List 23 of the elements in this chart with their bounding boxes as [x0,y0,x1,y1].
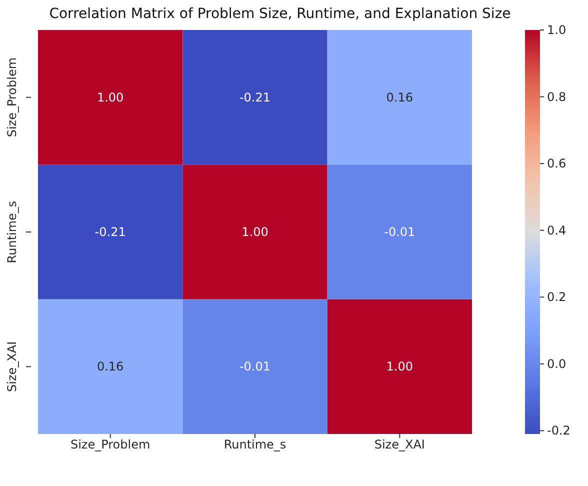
data-label: -0.01 [239,360,271,374]
color-bar-label: 0.2 [547,290,566,304]
x-tick-label: Size_Problem [70,438,150,452]
data-label: 0.16 [96,360,124,374]
chart-title: Correlation Matrix of Problem Size, Runtime, and Explanation Size [48,6,512,22]
y-tick-label: Runtime_s [5,200,19,264]
data-label: 1.00 [386,360,414,374]
data-label: 0.16 [386,90,414,104]
color-bar-label: 0.4 [547,223,566,238]
color-bar-label: 1.0 [547,23,566,37]
color-bar-label: 0.8 [547,90,566,104]
data-label: 1.00 [242,225,268,239]
color-bar-label: -0.2 [547,424,570,438]
color-bar-label: 0.0 [547,356,566,371]
color-bar-label: 0.6 [547,156,566,171]
y-tick-label: Size_Problem [5,57,19,138]
data-label: -0.21 [239,90,271,104]
data-label: -0.01 [384,225,416,239]
data-label: -0.21 [94,225,126,239]
data-label: 1.00 [96,90,124,104]
x-tick-label: Size_XAI [374,438,425,452]
x-tick-label: Runtime_s [224,438,286,452]
y-tick-label: Size_XAI [5,341,19,392]
